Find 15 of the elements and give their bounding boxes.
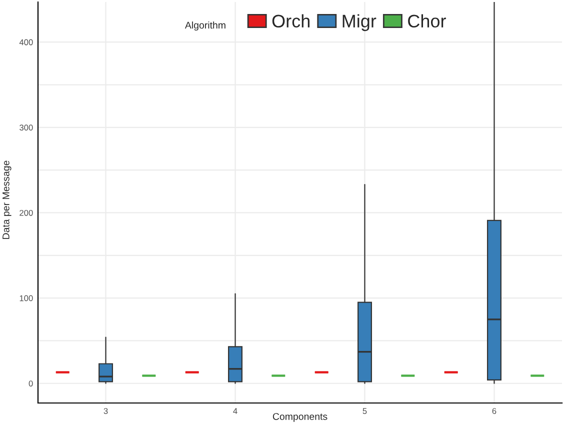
x-tick-label: 6: [492, 408, 496, 414]
x-axis-title: Components: [272, 413, 328, 422]
legend-label: Orch: [272, 14, 310, 28]
y-axis-title: Data per Message: [2, 160, 12, 239]
y-tick-label: 300: [20, 124, 33, 131]
y-tick-label: 0: [28, 380, 33, 386]
x-tick-label: 4: [233, 408, 238, 414]
x-tick-label: 3: [104, 408, 108, 414]
legend-label: Chor: [408, 14, 446, 28]
y-tick-label: 100: [20, 295, 33, 302]
legend-label: Migr: [342, 14, 376, 32]
x-tick-label: 5: [362, 408, 367, 414]
y-tick-label: 400: [19, 39, 33, 46]
y-tick-label: 200: [20, 210, 33, 216]
legend-title: Algorithm: [184, 21, 226, 31]
